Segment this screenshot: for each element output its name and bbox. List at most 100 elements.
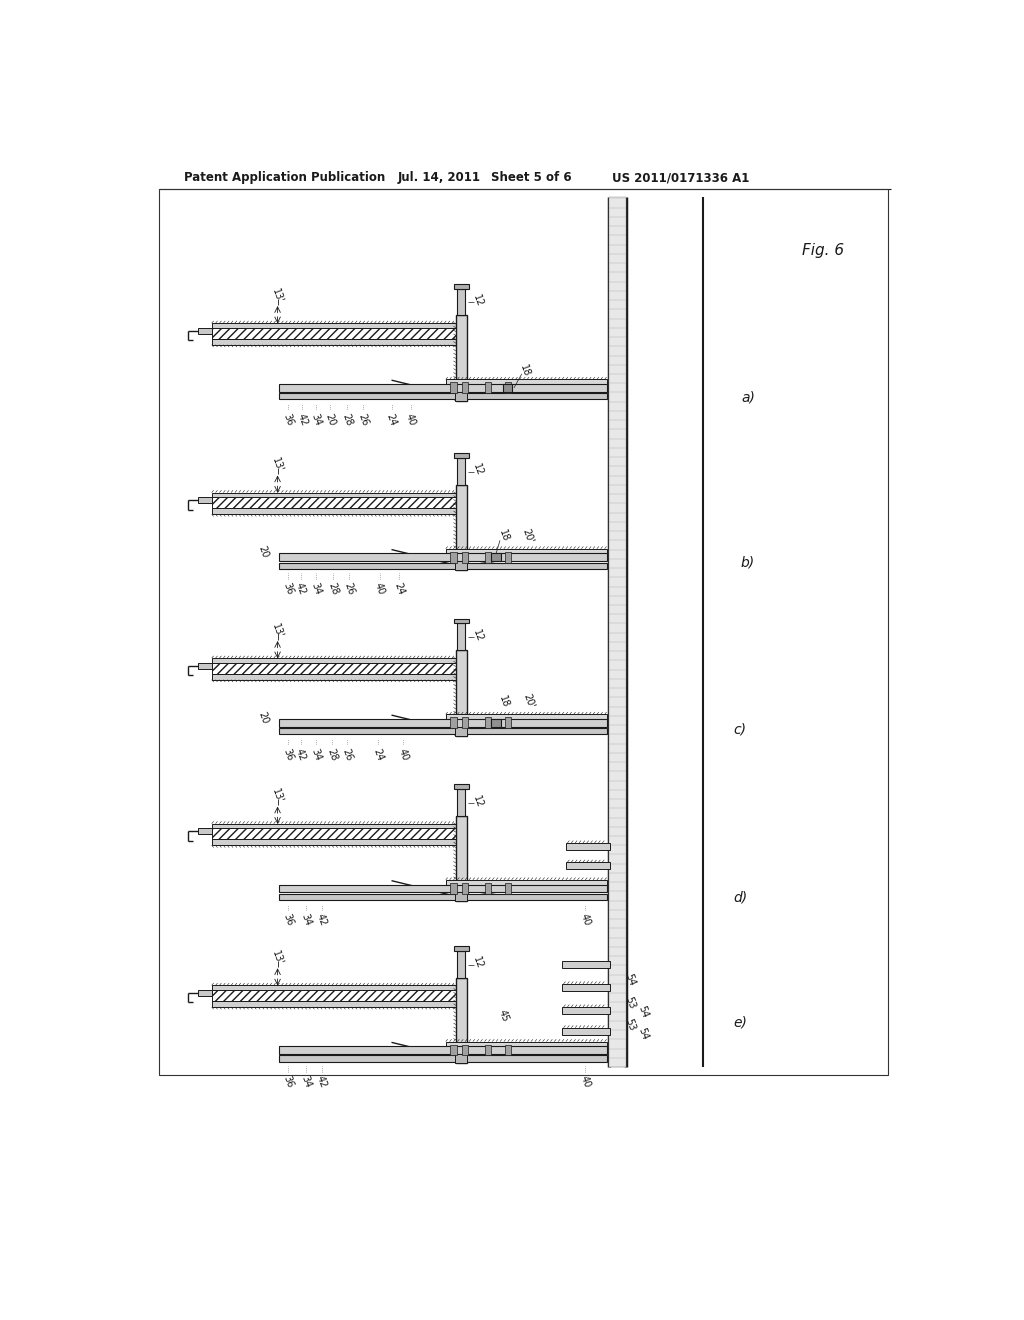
Bar — [445, 379, 607, 384]
Bar — [608, 197, 626, 1067]
Bar — [212, 659, 456, 663]
Text: e): e) — [733, 1015, 748, 1030]
Bar — [280, 719, 607, 726]
Text: 24: 24 — [372, 747, 385, 762]
Text: 36: 36 — [282, 581, 295, 597]
Text: 26: 26 — [342, 581, 355, 597]
Bar — [280, 553, 607, 561]
Text: 20': 20' — [521, 693, 536, 710]
Text: 26: 26 — [356, 412, 370, 426]
Text: 24: 24 — [385, 412, 398, 426]
Text: 45: 45 — [497, 1008, 511, 1023]
Text: d): d) — [733, 891, 748, 904]
Bar — [212, 985, 456, 990]
Bar — [454, 784, 469, 789]
Bar — [566, 862, 610, 869]
Bar — [455, 561, 467, 570]
Bar — [455, 726, 467, 737]
Text: Jul. 14, 2011: Jul. 14, 2011 — [397, 172, 480, 185]
Text: 42: 42 — [294, 747, 307, 762]
Bar — [462, 883, 468, 894]
Text: 42: 42 — [315, 912, 329, 928]
Bar — [451, 883, 457, 894]
Bar — [280, 384, 607, 392]
Text: 24: 24 — [392, 581, 407, 597]
Bar — [458, 789, 465, 816]
Bar — [280, 393, 607, 400]
Bar — [562, 961, 610, 968]
Bar — [280, 1047, 607, 1053]
Text: 40: 40 — [404, 412, 418, 426]
Bar — [280, 562, 607, 569]
Text: 26: 26 — [341, 747, 354, 762]
Text: Sheet 5 of 6: Sheet 5 of 6 — [490, 172, 571, 185]
Bar — [212, 492, 456, 498]
Bar — [212, 824, 456, 829]
Bar — [198, 663, 212, 669]
Text: 42: 42 — [315, 1074, 329, 1089]
Text: 40: 40 — [396, 747, 410, 762]
Bar — [458, 950, 465, 978]
Bar — [485, 552, 492, 562]
Bar — [451, 383, 457, 393]
Bar — [451, 552, 457, 562]
Bar — [462, 383, 468, 393]
Bar — [562, 1007, 610, 1014]
Text: 20': 20' — [520, 527, 535, 544]
Text: 54: 54 — [637, 1027, 650, 1041]
Bar — [198, 990, 212, 997]
Bar — [456, 978, 467, 1063]
Bar — [455, 392, 467, 401]
Bar — [280, 894, 607, 900]
Text: b): b) — [741, 556, 755, 570]
Bar — [458, 458, 465, 484]
Bar — [159, 189, 888, 1074]
Bar — [451, 1044, 457, 1056]
Text: 54: 54 — [624, 973, 637, 987]
Bar — [485, 1044, 492, 1056]
Text: 34: 34 — [299, 1074, 313, 1089]
Bar — [456, 484, 467, 570]
Text: 53: 53 — [624, 1018, 637, 1032]
Bar — [212, 840, 456, 845]
Text: 34: 34 — [309, 747, 324, 762]
Text: 12: 12 — [471, 293, 484, 309]
Bar — [445, 714, 607, 719]
Text: 13': 13' — [270, 286, 285, 304]
Text: 13': 13' — [270, 949, 285, 966]
Bar — [485, 718, 492, 729]
Bar — [212, 498, 456, 508]
Text: 20: 20 — [256, 544, 270, 560]
Text: c): c) — [734, 723, 746, 737]
Bar — [212, 1001, 456, 1007]
Bar — [458, 623, 465, 651]
Text: 12: 12 — [471, 793, 484, 809]
Bar — [456, 816, 467, 902]
Text: 20: 20 — [256, 710, 270, 725]
Bar — [566, 843, 610, 850]
Bar — [212, 327, 456, 339]
Text: 36: 36 — [282, 747, 295, 762]
Bar — [505, 1044, 511, 1056]
Bar — [454, 284, 469, 289]
Text: 13': 13' — [270, 787, 285, 805]
Bar — [212, 990, 456, 1001]
Bar — [212, 673, 456, 680]
Bar — [212, 663, 456, 673]
Text: 42: 42 — [296, 412, 309, 426]
Bar — [455, 892, 467, 902]
Text: 13': 13' — [270, 622, 285, 639]
Bar — [280, 884, 607, 892]
Bar — [212, 829, 456, 840]
Bar — [503, 384, 512, 392]
Text: 12: 12 — [471, 463, 484, 478]
Text: 53: 53 — [624, 995, 637, 1011]
Text: 28: 28 — [327, 581, 340, 597]
Bar — [492, 719, 501, 726]
Text: 36: 36 — [282, 1074, 295, 1089]
Bar — [485, 883, 492, 894]
Text: 28: 28 — [341, 412, 354, 426]
Bar — [492, 553, 501, 561]
Text: a): a) — [741, 391, 755, 404]
Bar — [456, 651, 467, 737]
